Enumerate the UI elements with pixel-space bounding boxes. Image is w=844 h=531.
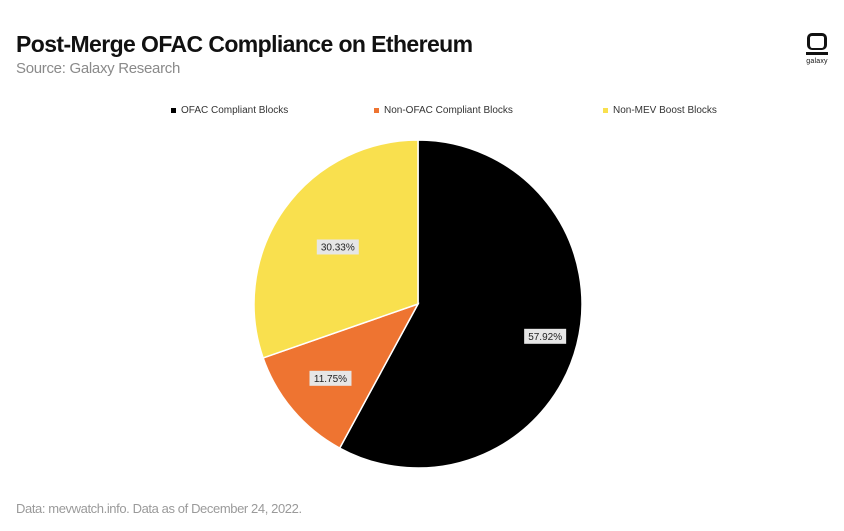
data-label-box-1 bbox=[309, 370, 352, 386]
legend-item-non-mev-boost: Non-MEV Boost Blocks bbox=[603, 105, 717, 116]
data-label-2: 30.33% bbox=[321, 242, 355, 253]
logo-mark bbox=[807, 33, 827, 50]
legend-swatch bbox=[171, 108, 176, 113]
logo-base bbox=[806, 52, 828, 55]
data-label-box-2 bbox=[316, 239, 359, 255]
legend-label: Non-MEV Boost Blocks bbox=[613, 105, 717, 116]
chart-title: Post-Merge OFAC Compliance on Ethereum bbox=[16, 31, 473, 57]
chart-legend: OFAC Compliant Blocks Non-OFAC Compliant… bbox=[0, 105, 844, 119]
legend-label: OFAC Compliant Blocks bbox=[181, 105, 289, 116]
legend-label: Non-OFAC Compliant Blocks bbox=[384, 105, 513, 116]
legend-swatch bbox=[374, 108, 379, 113]
chart-subtitle: Source: Galaxy Research bbox=[16, 60, 181, 77]
legend-swatch bbox=[603, 108, 608, 113]
data-footnote: Data: mevwatch.info. Data as of December… bbox=[16, 501, 302, 516]
data-label-0: 57.92% bbox=[528, 332, 562, 343]
galaxy-logo-icon: galaxy bbox=[802, 33, 832, 69]
legend-item-ofac-compliant: OFAC Compliant Blocks bbox=[171, 105, 288, 116]
data-label-box-0 bbox=[524, 328, 567, 344]
logo-text: galaxy bbox=[806, 58, 828, 65]
pie-slice-0 bbox=[338, 139, 583, 469]
data-label-1: 11.75% bbox=[314, 374, 347, 385]
legend-item-non-ofac-compliant: Non-OFAC Compliant Blocks bbox=[374, 105, 513, 116]
